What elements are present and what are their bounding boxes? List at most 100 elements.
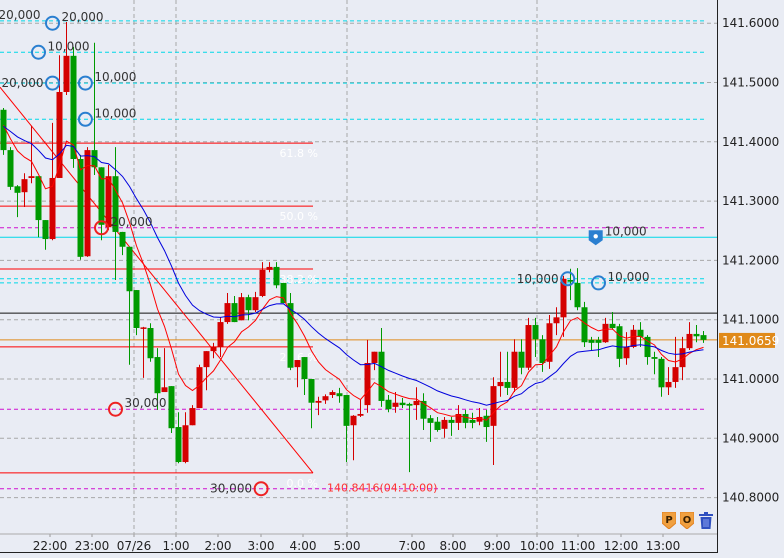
- sell-marker-icon: [108, 401, 123, 417]
- candle-down: [133, 290, 140, 329]
- y-tick-label: 141.2000: [722, 253, 779, 267]
- candle-down: [42, 220, 49, 240]
- markers-layer: 20,000 20,000 10,000 20,000 10,000 10,000 20,0…: [0, 8, 650, 497]
- candle-up: [203, 351, 210, 368]
- current-price-label: 141.0659: [722, 334, 779, 348]
- marker-quantity-label: 20,000: [0, 8, 41, 22]
- candle-up: [364, 362, 371, 406]
- marker-quantity-label: 20,000: [2, 76, 44, 90]
- candle-up: [252, 297, 259, 311]
- candle-down: [175, 427, 182, 463]
- candle-up: [182, 425, 189, 463]
- candle-up: [266, 266, 273, 270]
- buy-marker-icon: [45, 15, 60, 31]
- candle-up: [546, 323, 553, 362]
- candle-up: [63, 55, 70, 92]
- candle-up: [665, 381, 672, 388]
- trendline-end-label: 140.8416(04:10:00): [327, 482, 437, 495]
- candle-up: [294, 360, 301, 368]
- candle-down: [700, 335, 707, 340]
- buy-marker-icon: [77, 111, 93, 127]
- x-tick-label: 8:00: [440, 539, 467, 553]
- candle-up: [686, 333, 693, 349]
- candle-up: [490, 386, 497, 426]
- trendline: [0, 86, 314, 474]
- buy-marker-icon: [31, 44, 46, 60]
- candle-up: [350, 415, 357, 426]
- candle-up: [196, 367, 203, 409]
- candle-up: [322, 396, 329, 401]
- candle-up: [217, 322, 224, 347]
- candle-down: [644, 336, 651, 358]
- x-tick-label: 07/26: [117, 539, 152, 553]
- candle-up: [679, 348, 686, 368]
- marker-quantity-label: 30,000: [125, 396, 167, 410]
- candle-down: [35, 176, 42, 221]
- moving-average-slow: [3, 125, 704, 406]
- current-price-tag: [719, 332, 775, 348]
- candle-down: [427, 418, 434, 423]
- candle-down: [154, 357, 161, 394]
- buy-marker-icon: [77, 75, 93, 91]
- x-tick-label: 7:00: [399, 539, 426, 553]
- candle-down: [616, 326, 623, 359]
- candle-up: [602, 323, 609, 343]
- y-tick-label: 141.3000: [722, 194, 779, 208]
- candle-down: [14, 186, 21, 193]
- candle-down: [567, 279, 574, 282]
- candle-down: [147, 328, 154, 359]
- delete-drawings-button[interactable]: [698, 512, 714, 529]
- y-tick-label: 141.6000: [722, 16, 779, 30]
- candles-layer: [0, 22, 707, 473]
- candle-down: [70, 55, 77, 159]
- candle-down: [168, 386, 175, 429]
- position-button[interactable]: P: [661, 511, 677, 530]
- marker-quantity-label: 30,000: [210, 482, 252, 496]
- candle-down: [126, 246, 133, 292]
- y-tick-label: 141.4000: [722, 135, 779, 149]
- trash-icon: [699, 512, 713, 529]
- candle-down: [574, 282, 581, 308]
- candle-up: [497, 381, 504, 387]
- marker-quantity-label: 10,000: [608, 270, 650, 284]
- x-tick-label: 4:00: [290, 539, 317, 553]
- marker-quantity-label: 10,000: [48, 39, 90, 53]
- candle-up: [525, 325, 532, 368]
- x-tick-label: 3:00: [248, 539, 275, 553]
- candle-up: [357, 413, 364, 416]
- candle-down: [385, 399, 392, 410]
- candle-up: [413, 400, 420, 406]
- candle-up: [315, 400, 322, 403]
- candle-up: [329, 392, 336, 396]
- candle-up: [392, 402, 399, 407]
- candle-down: [336, 393, 343, 397]
- candle-down: [119, 231, 126, 247]
- y-tick-label: 140.9000: [722, 431, 779, 445]
- candle-up: [259, 269, 266, 296]
- candle-down: [518, 351, 525, 368]
- candle-down: [588, 339, 595, 343]
- candle-down: [658, 358, 665, 388]
- marker-quantity-label: 10,000: [605, 224, 647, 238]
- candle-down: [301, 357, 308, 379]
- candle-up: [371, 351, 378, 363]
- sell-marker-icon: [253, 481, 269, 497]
- y-tick-label: 140.8000: [722, 491, 779, 505]
- position-badge-icon: P: [661, 511, 677, 530]
- candle-up: [56, 91, 63, 178]
- candle-down: [280, 282, 287, 304]
- candle-down: [7, 150, 14, 187]
- candle-up: [455, 413, 462, 423]
- candle-down: [231, 303, 238, 323]
- candle-up: [49, 177, 56, 240]
- candle-up: [630, 329, 637, 347]
- candle-down: [112, 176, 119, 232]
- marker-quantity-label: 20,000: [111, 215, 153, 229]
- order-button[interactable]: O: [679, 511, 695, 530]
- candle-down: [287, 303, 294, 368]
- candle-down: [420, 400, 427, 419]
- candle-up: [238, 297, 245, 321]
- candle-down: [609, 323, 616, 329]
